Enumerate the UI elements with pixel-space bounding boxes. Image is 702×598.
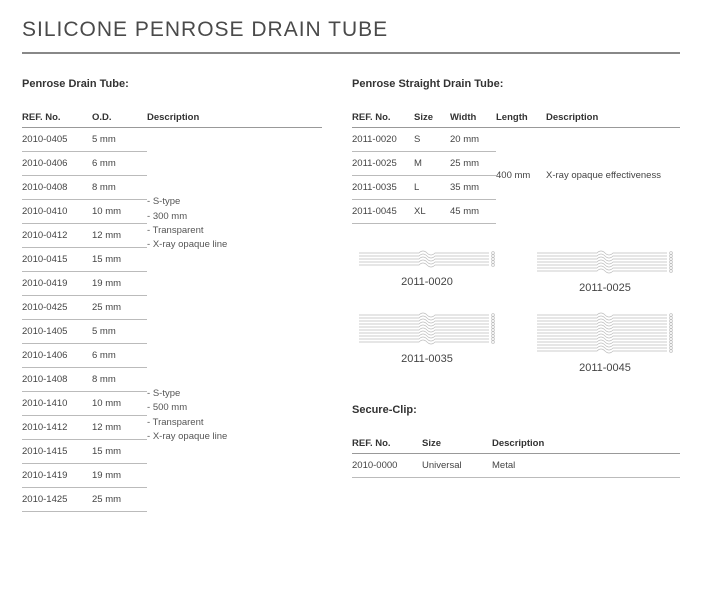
secure-heading: Secure-Clip: bbox=[352, 404, 680, 416]
left-heading: Penrose Drain Tube: bbox=[22, 78, 322, 90]
cell-width: 25 mm bbox=[450, 152, 496, 176]
th-ref: REF. No. bbox=[352, 434, 422, 454]
cell-size: XL bbox=[414, 200, 450, 224]
drain-illustration: 2011-0045 bbox=[530, 312, 680, 374]
right-table: REF. No. Size Width Length Description 2… bbox=[352, 108, 680, 224]
cell-size: M bbox=[414, 152, 450, 176]
cell-od: 6 mm bbox=[92, 152, 147, 176]
cell-ref: 2011-0035 bbox=[352, 176, 414, 200]
cell-od: 5 mm bbox=[92, 128, 147, 152]
right-heading: Penrose Straight Drain Tube: bbox=[352, 78, 680, 90]
cell-od: 25 mm bbox=[92, 488, 147, 512]
cell-size: L bbox=[414, 176, 450, 200]
cell-ref: 2011-0025 bbox=[352, 152, 414, 176]
th-desc: Description bbox=[147, 108, 322, 128]
th-desc: Description bbox=[492, 434, 680, 454]
desc-item: 500 mm bbox=[147, 401, 316, 415]
th-length: Length bbox=[496, 108, 546, 128]
th-size: Size bbox=[414, 108, 450, 128]
cell-length: 400 mm bbox=[496, 128, 546, 224]
table-row: 2010-14055 mmS-type500 mmTransparentX-ra… bbox=[22, 320, 322, 344]
cell-ref: 2010-0408 bbox=[22, 176, 92, 200]
cell-ref: 2010-0000 bbox=[352, 454, 422, 478]
cell-ref: 2010-1415 bbox=[22, 440, 92, 464]
drain-illustration: 2011-0025 bbox=[530, 250, 680, 294]
cell-od: 15 mm bbox=[92, 248, 147, 272]
desc-item: Transparent bbox=[147, 416, 316, 430]
cell-od: 12 mm bbox=[92, 416, 147, 440]
desc-item: X-ray opaque line bbox=[147, 430, 316, 444]
cell-od: 5 mm bbox=[92, 320, 147, 344]
cell-ref: 2010-1408 bbox=[22, 368, 92, 392]
cell-od: 19 mm bbox=[92, 272, 147, 296]
cell-ref: 2010-1406 bbox=[22, 344, 92, 368]
desc-item: S-type bbox=[147, 195, 316, 209]
th-width: Width bbox=[450, 108, 496, 128]
illus-label: 2011-0045 bbox=[530, 362, 680, 374]
cell-desc: Metal bbox=[492, 454, 680, 478]
cell-od: 6 mm bbox=[92, 344, 147, 368]
illustrations: 2011-0020 2011-0025 2011-0035 2011-0045 bbox=[352, 250, 680, 374]
cell-ref: 2010-0405 bbox=[22, 128, 92, 152]
cell-ref: 2011-0020 bbox=[352, 128, 414, 152]
illus-label: 2011-0035 bbox=[352, 353, 502, 365]
illus-label: 2011-0020 bbox=[352, 276, 502, 288]
th-desc: Description bbox=[546, 108, 680, 128]
cell-ref: 2010-0425 bbox=[22, 296, 92, 320]
cell-ref: 2010-1410 bbox=[22, 392, 92, 416]
cell-ref: 2010-0419 bbox=[22, 272, 92, 296]
cell-ref: 2010-0415 bbox=[22, 248, 92, 272]
page-title: SILICONE PENROSE DRAIN TUBE bbox=[22, 18, 680, 54]
drain-icon bbox=[535, 312, 675, 354]
cell-od: 10 mm bbox=[92, 392, 147, 416]
cell-od: 25 mm bbox=[92, 296, 147, 320]
th-ref: REF. No. bbox=[22, 108, 92, 128]
cell-ref: 2011-0045 bbox=[352, 200, 414, 224]
drain-icon bbox=[535, 250, 675, 274]
th-ref: REF. No. bbox=[352, 108, 414, 128]
cell-ref: 2010-1419 bbox=[22, 464, 92, 488]
drain-illustration: 2011-0020 bbox=[352, 250, 502, 294]
cell-ref: 2010-0412 bbox=[22, 224, 92, 248]
th-od: O.D. bbox=[92, 108, 147, 128]
cell-desc: X-ray opaque effectiveness bbox=[546, 128, 680, 224]
cell-size: Universal bbox=[422, 454, 492, 478]
drain-illustration: 2011-0035 bbox=[352, 312, 502, 374]
cell-width: 45 mm bbox=[450, 200, 496, 224]
cell-od: 12 mm bbox=[92, 224, 147, 248]
cell-size: S bbox=[414, 128, 450, 152]
cell-width: 35 mm bbox=[450, 176, 496, 200]
left-table: REF. No. O.D. Description 2010-04055 mmS… bbox=[22, 108, 322, 512]
cell-width: 20 mm bbox=[450, 128, 496, 152]
cell-od: 8 mm bbox=[92, 368, 147, 392]
cell-ref: 2010-1405 bbox=[22, 320, 92, 344]
cell-desc: S-type500 mmTransparentX-ray opaque line bbox=[147, 320, 322, 512]
cell-od: 15 mm bbox=[92, 440, 147, 464]
desc-item: S-type bbox=[147, 387, 316, 401]
cell-od: 8 mm bbox=[92, 176, 147, 200]
table-row: 2010-0000UniversalMetal bbox=[352, 454, 680, 478]
cell-ref: 2010-1412 bbox=[22, 416, 92, 440]
cell-od: 19 mm bbox=[92, 464, 147, 488]
cell-ref: 2010-1425 bbox=[22, 488, 92, 512]
drain-icon bbox=[357, 312, 497, 345]
desc-item: X-ray opaque line bbox=[147, 238, 316, 252]
illus-label: 2011-0025 bbox=[530, 282, 680, 294]
cell-ref: 2010-0406 bbox=[22, 152, 92, 176]
cell-desc: S-type300 mmTransparentX-ray opaque line bbox=[147, 128, 322, 320]
desc-item: Transparent bbox=[147, 224, 316, 238]
cell-ref: 2010-0410 bbox=[22, 200, 92, 224]
table-row: 2010-04055 mmS-type300 mmTransparentX-ra… bbox=[22, 128, 322, 152]
cell-od: 10 mm bbox=[92, 200, 147, 224]
table-row: 2011-0020S20 mm400 mmX-ray opaque effect… bbox=[352, 128, 680, 152]
th-size: Size bbox=[422, 434, 492, 454]
desc-item: 300 mm bbox=[147, 210, 316, 224]
secure-table: REF. No. Size Description 2010-0000Unive… bbox=[352, 434, 680, 478]
drain-icon bbox=[357, 250, 497, 268]
